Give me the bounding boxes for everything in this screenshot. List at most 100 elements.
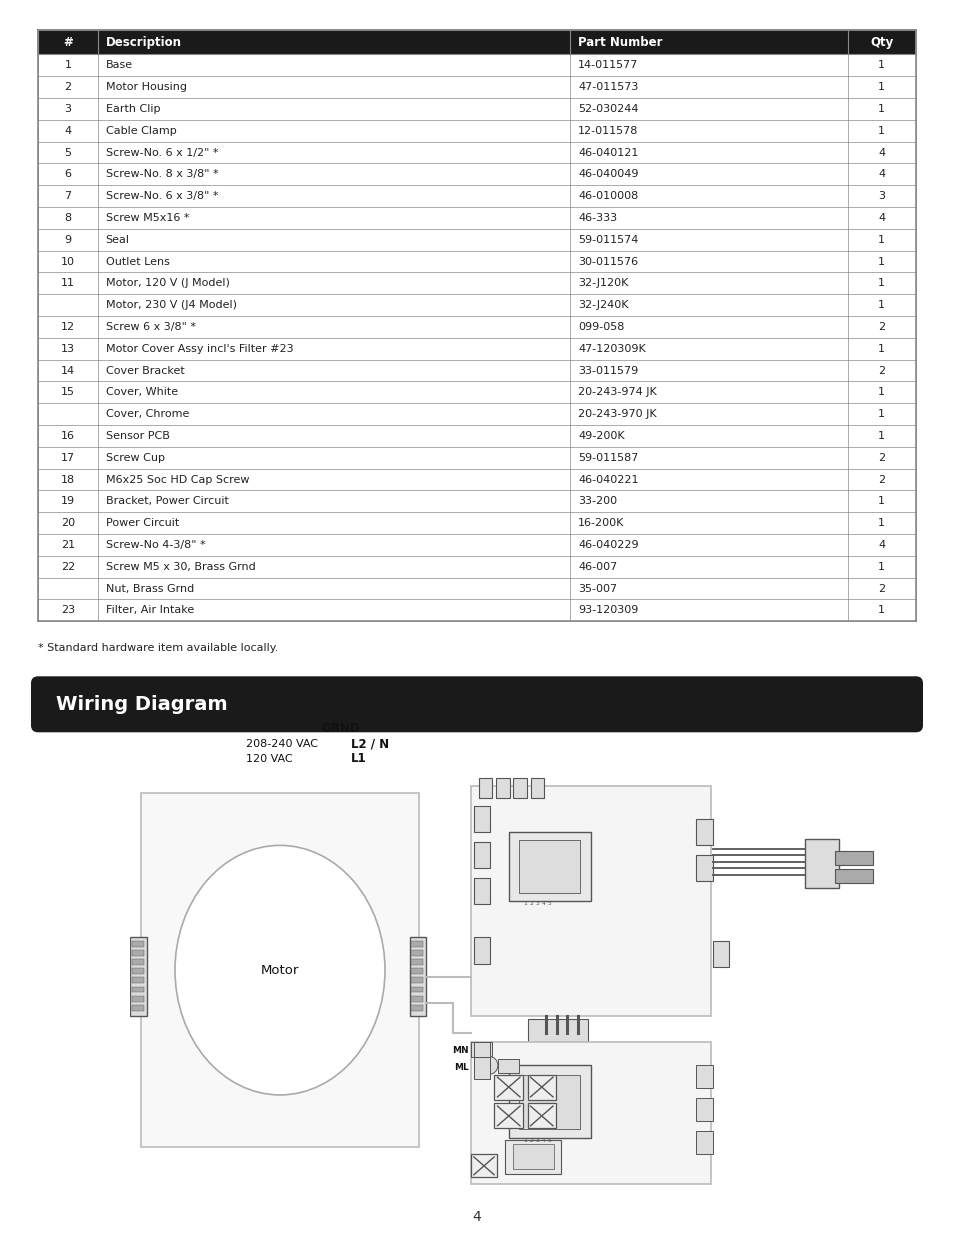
Bar xyxy=(696,855,712,882)
Bar xyxy=(846,513,915,534)
Text: 1 2 3 4 5: 1 2 3 4 5 xyxy=(523,902,551,906)
Bar xyxy=(570,163,846,185)
Bar xyxy=(570,359,846,382)
Bar xyxy=(473,806,490,832)
Bar xyxy=(570,294,846,316)
Text: 4: 4 xyxy=(878,540,884,550)
Text: 35-007: 35-007 xyxy=(578,584,617,594)
Bar xyxy=(38,120,97,142)
Bar xyxy=(411,1005,423,1011)
Text: 1: 1 xyxy=(878,496,884,506)
Text: Part Number: Part Number xyxy=(578,36,662,48)
Bar xyxy=(38,251,97,273)
Bar xyxy=(846,273,915,294)
Bar xyxy=(508,832,591,902)
Text: * Standard hardware item available locally.: * Standard hardware item available local… xyxy=(38,643,278,653)
Bar xyxy=(411,987,423,993)
Bar xyxy=(38,513,97,534)
Text: Power Circuit: Power Circuit xyxy=(106,519,179,529)
Bar xyxy=(834,869,872,883)
Bar xyxy=(712,941,728,967)
Text: 1: 1 xyxy=(878,235,884,245)
Bar xyxy=(97,513,570,534)
Text: 46-040121: 46-040121 xyxy=(578,148,638,158)
Text: 4: 4 xyxy=(472,1210,481,1224)
Bar xyxy=(570,142,846,163)
Bar xyxy=(846,120,915,142)
Bar xyxy=(132,977,143,983)
Text: 20-243-970 JK: 20-243-970 JK xyxy=(578,409,656,419)
Bar xyxy=(846,251,915,273)
Bar xyxy=(97,338,570,359)
Text: Screw-No 4-3/8" *: Screw-No 4-3/8" * xyxy=(106,540,205,550)
Text: 59-011574: 59-011574 xyxy=(578,235,638,245)
Bar xyxy=(410,937,426,1016)
Text: MN: MN xyxy=(452,1046,469,1055)
Bar xyxy=(834,851,872,864)
Bar xyxy=(411,968,423,974)
Bar xyxy=(570,316,846,338)
Text: 47-011573: 47-011573 xyxy=(578,83,638,93)
Text: Seal: Seal xyxy=(106,235,130,245)
Text: 46-040229: 46-040229 xyxy=(578,540,638,550)
Text: 1: 1 xyxy=(878,104,884,114)
Text: 59-011587: 59-011587 xyxy=(578,453,638,463)
Bar xyxy=(846,77,915,98)
Bar xyxy=(570,425,846,447)
Bar xyxy=(530,778,543,798)
Bar xyxy=(38,316,97,338)
Text: L2 / N: L2 / N xyxy=(351,737,389,750)
Bar xyxy=(473,878,490,904)
Text: 208-240 VAC: 208-240 VAC xyxy=(246,739,318,748)
Bar xyxy=(97,534,570,556)
Bar xyxy=(471,1155,497,1177)
Bar xyxy=(97,316,570,338)
Bar xyxy=(132,960,143,965)
Bar xyxy=(846,578,915,599)
Text: 1: 1 xyxy=(878,562,884,572)
Text: M6x25 Soc HD Cap Screw: M6x25 Soc HD Cap Screw xyxy=(106,474,249,484)
Text: 1: 1 xyxy=(878,431,884,441)
Text: 6: 6 xyxy=(64,169,71,179)
Text: 1: 1 xyxy=(878,605,884,615)
Bar xyxy=(38,77,97,98)
Bar xyxy=(97,490,570,513)
Bar xyxy=(527,1019,587,1042)
Bar xyxy=(497,1058,518,1073)
Text: Motor Cover Assy incl's Filter #23: Motor Cover Assy incl's Filter #23 xyxy=(106,343,293,353)
Bar xyxy=(97,251,570,273)
Bar xyxy=(518,1076,579,1129)
Bar xyxy=(132,941,143,947)
FancyBboxPatch shape xyxy=(30,677,923,732)
Bar xyxy=(846,228,915,251)
Text: 46-007: 46-007 xyxy=(578,562,617,572)
Text: Screw-No. 6 x 1/2" *: Screw-No. 6 x 1/2" * xyxy=(106,148,218,158)
Bar xyxy=(570,120,846,142)
Bar xyxy=(527,1103,556,1129)
Bar xyxy=(846,382,915,404)
Bar xyxy=(38,30,97,54)
Bar xyxy=(411,950,423,956)
Bar xyxy=(97,98,570,120)
Text: 33-200: 33-200 xyxy=(578,496,617,506)
Bar xyxy=(846,207,915,228)
Text: 14-011577: 14-011577 xyxy=(578,61,638,70)
Text: 4: 4 xyxy=(64,126,71,136)
Text: 32-J120K: 32-J120K xyxy=(578,278,628,289)
Bar xyxy=(846,599,915,621)
Text: 46-040221: 46-040221 xyxy=(578,474,638,484)
Bar xyxy=(804,839,838,888)
Text: 3: 3 xyxy=(878,191,884,201)
Text: 9: 9 xyxy=(64,235,71,245)
Text: Wiring Diagram: Wiring Diagram xyxy=(56,695,228,714)
Ellipse shape xyxy=(478,1056,497,1074)
Text: 15: 15 xyxy=(61,388,74,398)
Bar xyxy=(38,273,97,294)
Bar xyxy=(132,987,143,993)
Text: 2: 2 xyxy=(878,366,884,375)
Bar xyxy=(97,578,570,599)
Text: Screw-No. 6 x 3/8" *: Screw-No. 6 x 3/8" * xyxy=(106,191,218,201)
Bar xyxy=(97,142,570,163)
Text: 46-010008: 46-010008 xyxy=(578,191,638,201)
Bar xyxy=(504,1140,560,1173)
